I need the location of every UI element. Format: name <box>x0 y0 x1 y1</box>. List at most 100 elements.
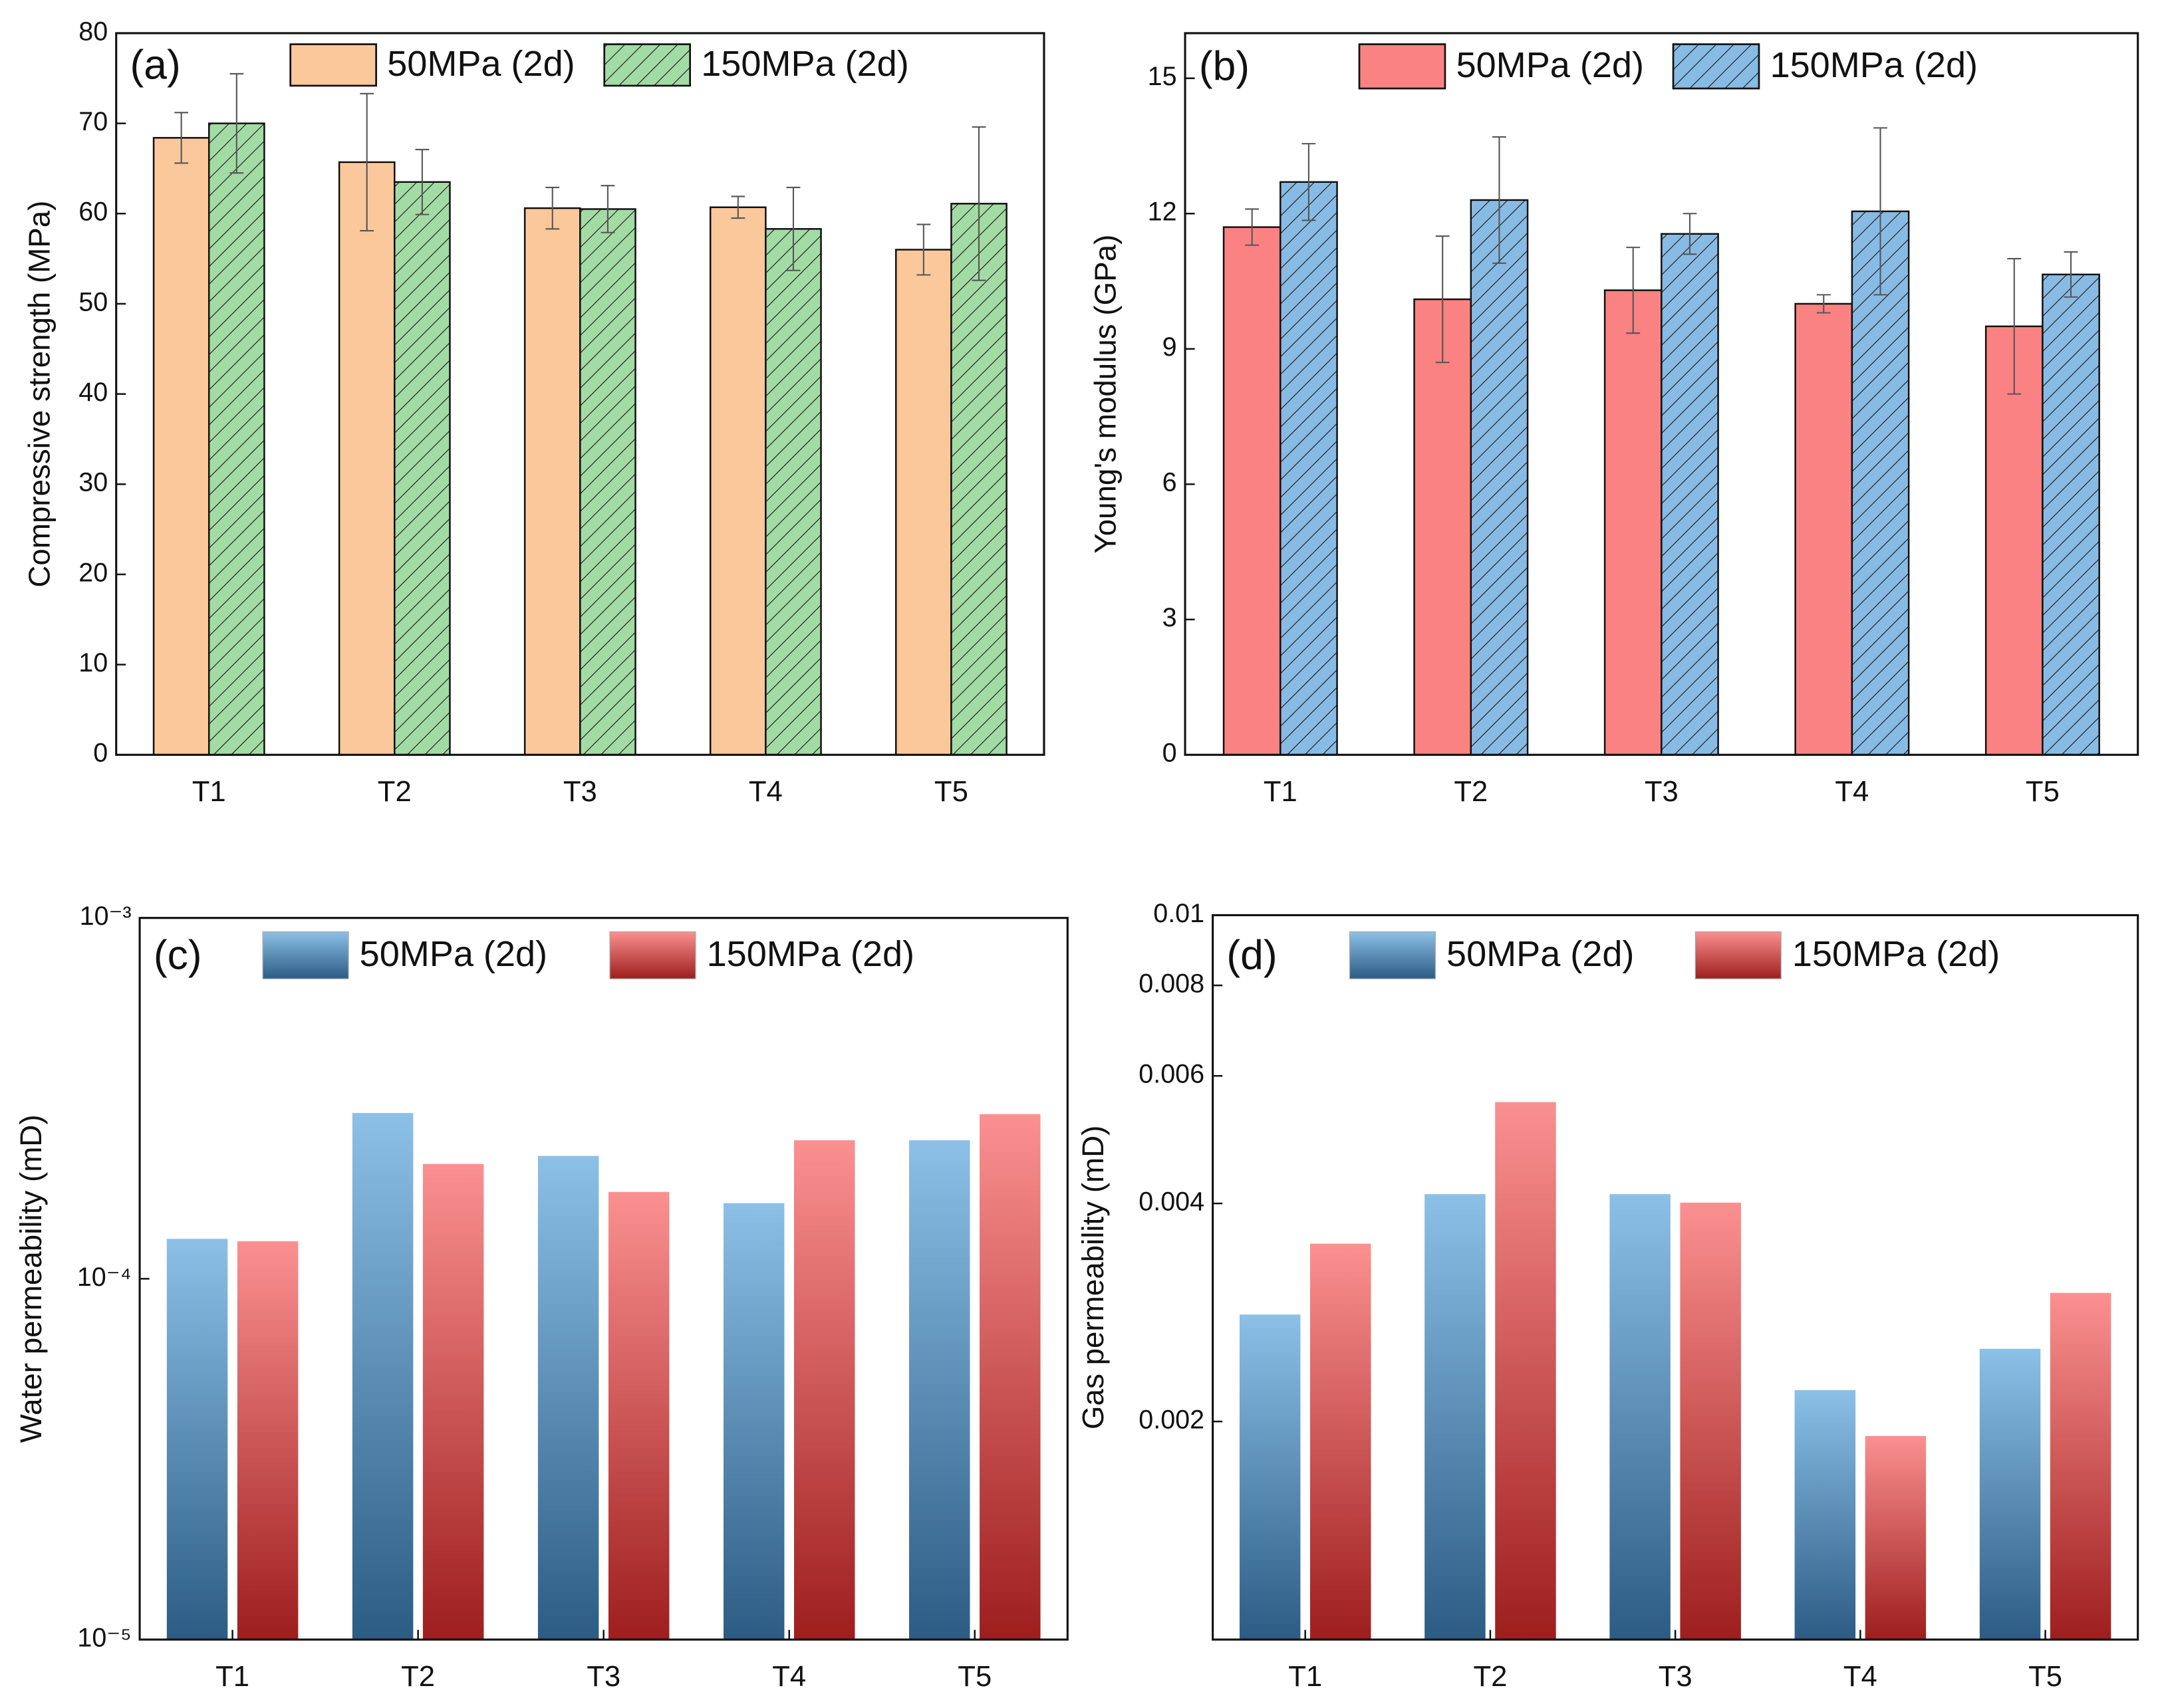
error-bar <box>1816 294 1831 314</box>
legend-swatch <box>1358 43 1446 90</box>
plot-frame <box>1184 32 2139 756</box>
panel-label: (c) <box>154 932 202 978</box>
x-tick-label: T2 <box>378 775 412 808</box>
bar <box>1239 1314 1301 1640</box>
legend-swatch <box>1694 931 1782 979</box>
y-axis-title: Young's modulus (GPa) <box>1089 235 1123 554</box>
y-tick-label: 0.008 <box>1139 969 1204 999</box>
panel-label: (a) <box>130 42 181 88</box>
error-bar <box>1435 235 1450 364</box>
y-tick-label: 20 <box>78 558 108 587</box>
bar <box>1984 325 2044 756</box>
bar <box>1280 181 1338 756</box>
error-bar <box>360 92 374 232</box>
x-tick-label: T2 <box>1454 775 1488 808</box>
y-tick-label: 9 <box>1162 332 1177 362</box>
error-bar <box>2007 258 2022 395</box>
bar <box>1495 1102 1556 1640</box>
bar <box>2050 1292 2111 1640</box>
plot-frame <box>1212 914 2139 1641</box>
legend-label: 50MPa (2d) <box>387 44 575 84</box>
bar <box>523 207 581 756</box>
x-tick-label: T1 <box>192 775 226 808</box>
error-bar <box>1626 247 1641 334</box>
error-bar <box>1301 143 1316 221</box>
bar <box>894 249 952 756</box>
y-tick-label: 15 <box>1148 62 1177 91</box>
bar <box>237 1241 299 1640</box>
y-tick-label: 0 <box>93 739 108 768</box>
error-bar <box>972 126 986 281</box>
legend-label: 150MPa (2d) <box>701 44 908 84</box>
error-bar <box>1245 208 1260 246</box>
bar <box>1424 1194 1486 1640</box>
bar <box>1794 1390 1856 1640</box>
plot-frame <box>115 32 1045 756</box>
bar <box>1661 233 1719 756</box>
y-tick-label: 60 <box>78 197 108 227</box>
error-bar <box>1683 213 1697 255</box>
bar <box>166 1239 228 1640</box>
panel-label: (b) <box>1199 43 1250 89</box>
bar <box>1865 1435 1927 1640</box>
y-tick-label: 0.004 <box>1139 1187 1204 1217</box>
error-bar <box>731 195 745 219</box>
x-tick-label: T5 <box>958 1660 992 1693</box>
bar <box>793 1140 855 1640</box>
y-tick-label: 80 <box>78 17 108 46</box>
x-tick-label: T4 <box>1835 775 1869 808</box>
y-tick-label: 50 <box>78 287 108 316</box>
bar <box>338 161 396 756</box>
legend-swatch <box>1672 43 1760 90</box>
bar <box>1979 1348 2041 1640</box>
x-tick-label: T4 <box>1843 1660 1877 1693</box>
y-tick-label: 30 <box>78 468 108 497</box>
bar <box>765 228 822 756</box>
x-tick-label: T3 <box>563 775 597 808</box>
y-tick-label: 10 <box>78 648 108 677</box>
y-tick-label: 10⁻⁴ <box>77 1263 132 1292</box>
x-tick-label: T2 <box>1473 1660 1507 1693</box>
y-tick-label: 12 <box>1148 197 1177 227</box>
bar <box>1470 199 1529 756</box>
error-bar <box>601 185 615 233</box>
bar <box>950 203 1008 756</box>
bar <box>352 1113 414 1640</box>
legend-swatch <box>609 931 696 979</box>
x-tick-label: T3 <box>587 1660 620 1693</box>
x-tick-label: T3 <box>1645 775 1679 808</box>
error-bar <box>2064 251 2078 298</box>
legend-swatch <box>1349 931 1436 979</box>
bar <box>422 1163 484 1640</box>
y-axis-title: Compressive strength (MPa) <box>23 201 57 588</box>
y-tick-label: 3 <box>1162 603 1177 632</box>
error-bar <box>916 223 931 276</box>
error-bar <box>415 148 430 215</box>
y-tick-label: 0.006 <box>1139 1060 1204 1089</box>
error-bar <box>1873 127 1887 296</box>
bar <box>980 1114 1041 1640</box>
bar <box>608 1191 670 1640</box>
y-axis-title: Gas permeability (mD) <box>1076 1126 1110 1429</box>
x-tick-label: T2 <box>401 1660 435 1693</box>
error-bar <box>1492 136 1506 264</box>
x-tick-label: T1 <box>215 1660 249 1693</box>
legend-label: 150MPa (2d) <box>1792 934 2000 974</box>
legend-label: 150MPa (2d) <box>707 934 914 974</box>
bar <box>394 181 451 756</box>
legend-label: 50MPa (2d) <box>1446 934 1634 974</box>
legend-swatch <box>262 931 349 979</box>
x-tick-label: T1 <box>1264 775 1297 808</box>
x-tick-label: T5 <box>934 775 968 808</box>
y-axis-title: Water permeability (mD) <box>14 1114 48 1443</box>
legend-swatch <box>289 43 377 87</box>
error-bar <box>545 186 560 230</box>
bar <box>579 208 636 756</box>
y-tick-label: 0.01 <box>1153 899 1204 928</box>
bar <box>537 1156 599 1640</box>
bar <box>1609 1194 1671 1640</box>
plot-frame <box>138 917 1069 1641</box>
bar <box>723 1203 785 1640</box>
